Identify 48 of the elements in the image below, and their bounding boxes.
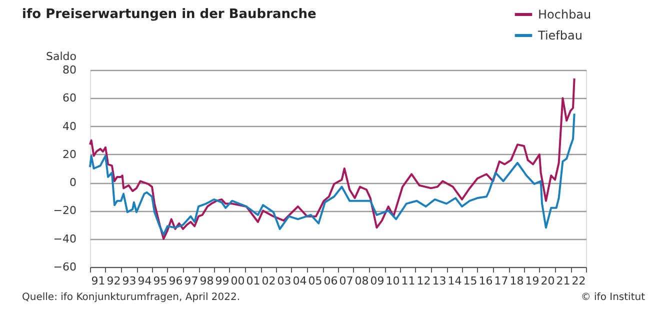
y-tick-label: 40 — [62, 120, 76, 133]
x-tick-label: 07 — [339, 274, 354, 288]
source-note: Quelle: ifo Konjunkturumfragen, April 2022. — [22, 292, 240, 303]
x-tick-label: 12 — [416, 274, 431, 288]
x-tick-label: 02 — [262, 274, 276, 288]
x-tick-label: 22 — [572, 274, 586, 288]
text: © ifo Institut — [580, 292, 646, 303]
x-tick-label: 17 — [494, 274, 508, 288]
x-tick-label: 00 — [230, 274, 245, 288]
x-tick-label: 09 — [370, 274, 384, 288]
x-tick-label: 92 — [106, 274, 121, 288]
x-tick-label: 91 — [91, 274, 106, 288]
y-tick-label: 0 — [70, 176, 76, 190]
chart-title: ifo Preiserwartungen in der Baubranche — [22, 7, 317, 22]
y-tick-label: 60 — [62, 92, 76, 105]
x-tick-label: 08 — [354, 274, 369, 288]
x-tick-label: 01 — [246, 274, 260, 288]
x-tick-label: 11 — [401, 274, 416, 288]
x-tick-label: 99 — [215, 274, 230, 288]
x-tick-label: 96 — [168, 274, 183, 288]
x-tick-label: 16 — [478, 274, 493, 288]
y-tick-label: −40 — [53, 232, 76, 246]
x-tick-label: 18 — [510, 274, 524, 288]
x-tick-label: 98 — [200, 274, 214, 288]
x-tick-label: 94 — [138, 274, 152, 288]
x-tick-label: 20 — [540, 274, 555, 288]
x-tick-label: 97 — [184, 274, 198, 288]
x-tick-label: 14 — [448, 274, 462, 288]
x-tick-label: 03 — [277, 274, 292, 288]
x-tick-label: 06 — [324, 274, 338, 288]
x-tick-label: 19 — [525, 274, 540, 288]
line-series — [89, 77, 576, 240]
line-series — [89, 112, 576, 236]
y-tick-label: 80 — [62, 64, 76, 76]
y-axis-title: Saldo — [46, 50, 77, 63]
y-tick-label: −20 — [53, 204, 76, 218]
legend-label: Tiefbau — [537, 28, 582, 42]
x-tick-label: 04 — [292, 274, 307, 288]
legend-label: Hochbau — [538, 8, 592, 22]
x-tick-label: 05 — [308, 274, 322, 288]
x-tick-label: 13 — [432, 274, 446, 288]
x-tick-label: 21 — [556, 274, 570, 288]
x-tick-label: 10 — [386, 274, 400, 288]
y-tick-label: −60 — [53, 260, 76, 274]
x-tick-label: 93 — [122, 274, 136, 288]
x-tick-label: 95 — [153, 274, 168, 288]
y-tick-label: 20 — [62, 148, 76, 161]
x-tick-label: 15 — [463, 274, 478, 288]
